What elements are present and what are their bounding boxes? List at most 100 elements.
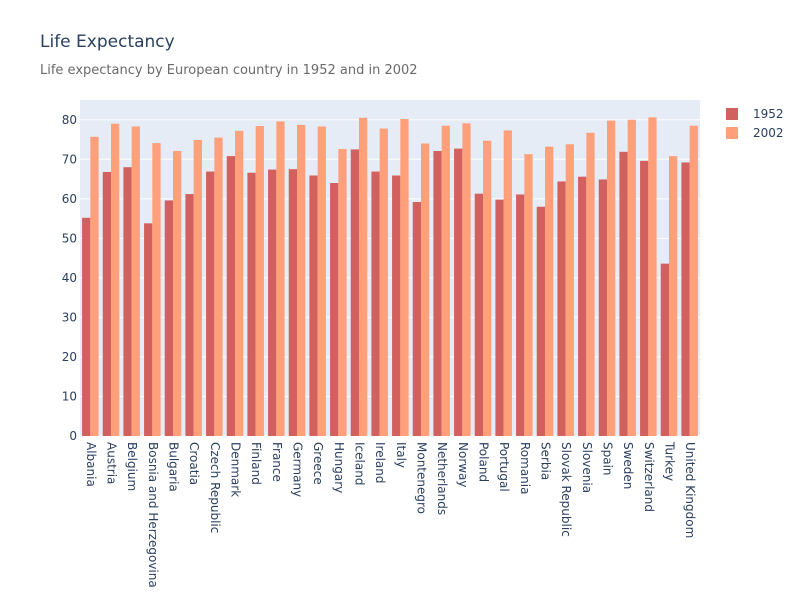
bar-1952-portugal[interactable]: [495, 199, 504, 436]
x-axis: Albania Austria Belgium Bosnia and Herzegov…: [84, 441, 697, 588]
y-tick-label: 0: [69, 429, 77, 443]
bar-1952-italy[interactable]: [392, 175, 401, 437]
bar-2002-slovenia[interactable]: [586, 132, 595, 436]
bar-2002-austria[interactable]: [111, 123, 120, 436]
bar-2002-serbia[interactable]: [545, 146, 554, 436]
bar-2002-netherlands[interactable]: [441, 125, 450, 436]
legend-swatch: [726, 108, 738, 120]
bar-1952-albania[interactable]: [82, 217, 91, 436]
bar-2002-switzerland[interactable]: [648, 117, 657, 436]
x-tick-label: Serbia: [539, 442, 553, 480]
bar-1952-ireland[interactable]: [371, 171, 380, 437]
bar-2002-norway[interactable]: [462, 123, 471, 436]
y-axis: 0 10 20 30 40 50 60 70 80: [62, 113, 77, 443]
bar-1952-austria[interactable]: [102, 171, 111, 436]
y-tick-label: 70: [62, 152, 77, 166]
plot-background: [80, 100, 700, 436]
bar-2002-albania[interactable]: [90, 136, 99, 436]
x-tick-label: United Kingdom: [683, 442, 697, 538]
bar-1952-sweden[interactable]: [619, 151, 628, 437]
bar-1952-poland[interactable]: [474, 193, 483, 436]
x-tick-label: Bulgaria: [167, 442, 181, 492]
x-tick-label: Switzerland: [642, 442, 656, 512]
bar-2002-united-kingdom[interactable]: [689, 125, 698, 436]
bar-2002-spain[interactable]: [607, 120, 616, 436]
bar-1952-united-kingdom[interactable]: [681, 162, 690, 436]
legend[interactable]: 1952 2002: [726, 107, 784, 140]
bar-1952-spain[interactable]: [598, 179, 607, 437]
bar-1952-norway[interactable]: [454, 148, 463, 437]
bar-1952-romania[interactable]: [516, 194, 525, 436]
bar-1952-belgium[interactable]: [123, 167, 132, 436]
bar-2002-germany[interactable]: [297, 124, 306, 436]
chart-subtitle: Life expectancy by European country in 1…: [40, 63, 418, 78]
gridlines: [80, 119, 700, 437]
bar-1952-serbia[interactable]: [536, 206, 545, 436]
bar-1952-croatia[interactable]: [185, 194, 194, 436]
bar-1952-montenegro[interactable]: [412, 201, 421, 436]
bar-1952-turkey[interactable]: [660, 263, 669, 436]
bar-2002-hungary[interactable]: [338, 149, 347, 436]
x-tick-label: Ireland: [373, 442, 387, 484]
x-tick-label: Albania: [84, 442, 98, 487]
x-tick-label: France: [270, 442, 284, 482]
bar-1952-france[interactable]: [268, 169, 277, 436]
bar-2002-finland[interactable]: [255, 126, 264, 436]
bar-2002-sweden[interactable]: [627, 119, 636, 436]
x-tick-label: Slovenia: [580, 442, 594, 493]
bar-1952-hungary[interactable]: [330, 183, 339, 436]
x-tick-label: Poland: [477, 442, 491, 482]
bar-2002-portugal[interactable]: [503, 130, 512, 436]
bar-2002-ireland[interactable]: [379, 128, 388, 436]
bar-1952-germany[interactable]: [288, 169, 297, 437]
x-tick-label: Greece: [311, 442, 325, 485]
y-tick-label: 30: [62, 310, 77, 324]
x-tick-label: Spain: [601, 442, 615, 476]
legend-item-1952[interactable]: 1952: [726, 107, 784, 121]
bar-1952-bosnia-and-herzegovina[interactable]: [144, 223, 153, 436]
bar-2002-france[interactable]: [276, 121, 285, 436]
x-tick-label: Slovak Republic: [559, 442, 573, 537]
x-tick-label: Italy: [394, 442, 408, 468]
bar-1952-greece[interactable]: [309, 175, 318, 437]
bar-2002-iceland[interactable]: [359, 117, 368, 436]
bar-2002-greece[interactable]: [317, 126, 326, 436]
x-tick-label: Hungary: [332, 442, 346, 493]
x-tick-label: Germany: [291, 442, 305, 497]
x-tick-label: Czech Republic: [208, 442, 222, 533]
bar-2002-czech-republic[interactable]: [214, 137, 223, 436]
bar-1952-czech-republic[interactable]: [206, 171, 215, 437]
bar-2002-slovak-republic[interactable]: [565, 144, 574, 436]
bar-1952-finland[interactable]: [247, 172, 256, 436]
bar-2002-poland[interactable]: [483, 140, 492, 436]
bar-2002-turkey[interactable]: [669, 156, 678, 436]
chart-title: Life Expectancy: [40, 32, 175, 52]
bar-1952-switzerland[interactable]: [640, 160, 649, 436]
bar-1952-iceland[interactable]: [350, 149, 359, 437]
x-tick-label: Romania: [518, 442, 532, 494]
x-tick-label: Sweden: [621, 442, 635, 489]
bar-2002-montenegro[interactable]: [421, 143, 430, 436]
x-tick-label: Bosnia and Herzegovina: [146, 442, 160, 588]
y-tick-label: 50: [62, 231, 77, 245]
y-tick-label: 60: [62, 192, 77, 206]
bar-2002-croatia[interactable]: [193, 139, 202, 436]
bar-2002-belgium[interactable]: [131, 126, 140, 436]
bars: [82, 117, 698, 437]
x-tick-label: Portugal: [497, 442, 511, 492]
bar-1952-bulgaria[interactable]: [164, 200, 173, 436]
bar-1952-slovak-republic[interactable]: [557, 181, 566, 436]
bar-1952-slovenia[interactable]: [578, 176, 587, 436]
x-tick-label: Norway: [456, 442, 470, 488]
legend-item-2002[interactable]: 2002: [726, 126, 784, 140]
bar-2002-bosnia-and-herzegovina[interactable]: [152, 143, 161, 437]
bar-1952-denmark[interactable]: [226, 156, 235, 436]
legend-label: 2002: [753, 126, 784, 140]
bar-2002-italy[interactable]: [400, 118, 409, 436]
x-tick-label: Croatia: [187, 442, 201, 485]
x-tick-label: Belgium: [125, 442, 139, 491]
bar-2002-denmark[interactable]: [235, 130, 244, 436]
bar-1952-netherlands[interactable]: [433, 150, 442, 437]
bar-2002-bulgaria[interactable]: [173, 150, 182, 437]
bar-2002-romania[interactable]: [524, 154, 533, 437]
